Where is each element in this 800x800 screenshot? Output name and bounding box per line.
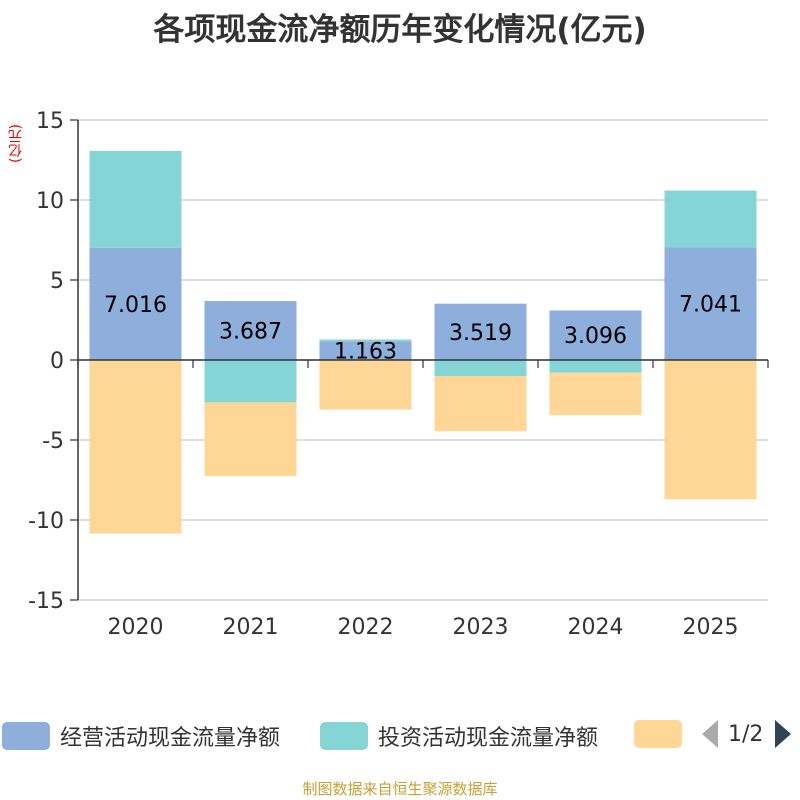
legend-next-page-icon[interactable] bbox=[775, 720, 792, 748]
bar-investing-2022 bbox=[319, 339, 412, 342]
legend-swatch-operating bbox=[2, 722, 50, 750]
legend-label-investing: 投资活动现金流量净额 bbox=[378, 726, 599, 751]
data-label-operating-2023: 3.519 bbox=[449, 321, 512, 346]
data-label-operating-2024: 3.096 bbox=[564, 324, 627, 349]
bar-operating-2025 bbox=[664, 247, 757, 360]
x-tick-label-2021: 2021 bbox=[223, 615, 279, 640]
y-tick-label: 15 bbox=[36, 109, 64, 134]
bar-operating-2023 bbox=[434, 303, 527, 360]
legend-prev-page-icon[interactable] bbox=[702, 720, 718, 748]
bar-financing-2023 bbox=[434, 376, 527, 432]
bar-operating-2021 bbox=[204, 301, 297, 360]
data-label-operating-2021: 3.687 bbox=[219, 320, 282, 345]
y-tick-label: 0 bbox=[50, 349, 64, 374]
chart-title: 各项现金流净额历年变化情况(亿元) bbox=[153, 12, 647, 48]
x-tick-label-2025: 2025 bbox=[683, 615, 739, 640]
legend-swatch-investing bbox=[320, 722, 368, 750]
x-tick-label-2020: 2020 bbox=[108, 615, 164, 640]
data-label-operating-2022: 1.163 bbox=[334, 340, 397, 365]
chart-plot: 15 10 5 0 -5 -10 -15 7.016 3.687 1.163 3.519 3.096 7… bbox=[28, 109, 769, 640]
data-label-operating-2020: 7.016 bbox=[104, 293, 167, 318]
legend-page-indicator: 1/2 bbox=[728, 721, 764, 747]
bar-operating-2022 bbox=[319, 341, 412, 360]
bar-investing-2020 bbox=[89, 150, 182, 248]
bar-financing-2025 bbox=[664, 360, 757, 500]
legend-item-operating[interactable]: 经营活动现金流量净额 bbox=[2, 720, 280, 752]
data-label-operating-2025: 7.041 bbox=[679, 293, 742, 318]
bar-operating-2024 bbox=[549, 310, 642, 360]
y-tick-label: 10 bbox=[36, 189, 64, 214]
data-source-note: 制图数据来自恒生聚源数据库 bbox=[302, 780, 498, 798]
y-tick-label: 5 bbox=[50, 269, 64, 294]
legend-swatch-financing bbox=[634, 720, 682, 748]
y-tick-label: -15 bbox=[28, 589, 64, 614]
bar-financing-2024 bbox=[549, 372, 642, 416]
legend-item-investing[interactable]: 投资活动现金流量净额 bbox=[320, 720, 598, 752]
x-tick-label-2024: 2024 bbox=[568, 615, 624, 640]
legend-label-operating: 经营活动现金流量净额 bbox=[60, 726, 281, 751]
y-tick-label: -5 bbox=[42, 429, 64, 454]
x-tick-label-2022: 2022 bbox=[338, 615, 394, 640]
legend-item-financing[interactable] bbox=[634, 720, 692, 748]
bar-investing-2025 bbox=[664, 190, 757, 248]
legend-pager: 1/2 bbox=[702, 720, 792, 748]
bar-financing-2020 bbox=[89, 360, 182, 534]
y-tick-label: -10 bbox=[28, 509, 64, 534]
bar-investing-2023 bbox=[434, 360, 527, 376]
bar-financing-2021 bbox=[204, 402, 297, 476]
bar-investing-2024 bbox=[549, 360, 642, 373]
bar-investing-2021 bbox=[204, 360, 297, 403]
bar-financing-2022 bbox=[319, 360, 412, 410]
bar-operating-2020 bbox=[89, 247, 182, 360]
x-tick-label-2023: 2023 bbox=[453, 615, 509, 640]
legend: 经营活动现金流量净额 投资活动现金流量净额 1/2 bbox=[0, 716, 800, 756]
